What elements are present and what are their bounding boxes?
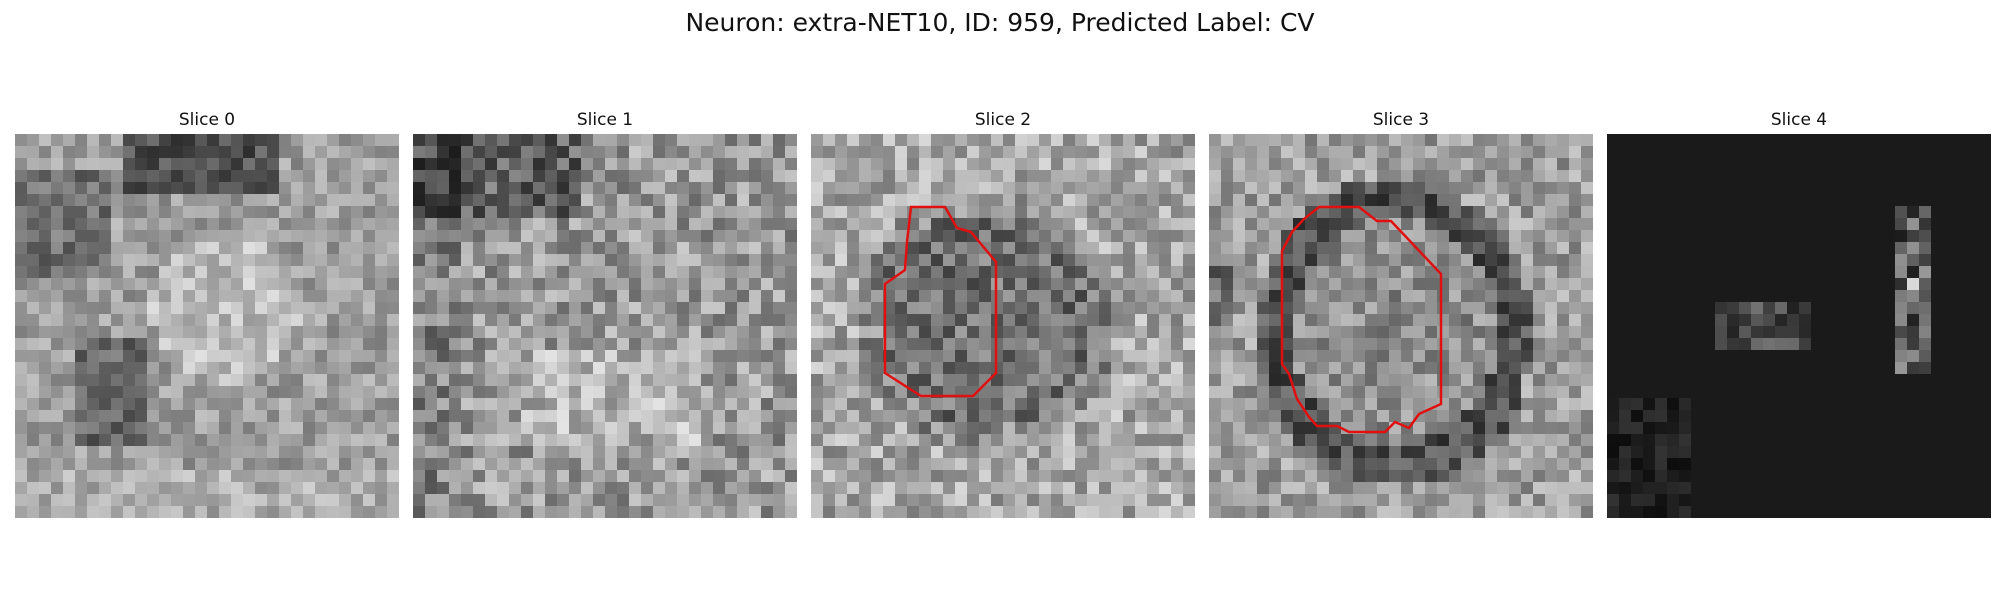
slice-image-0 (15, 134, 399, 518)
slice-image-canvas-3 (1209, 134, 1593, 518)
slice-image-1 (413, 134, 797, 518)
segmentation-contour-slice-3 (1280, 205, 1443, 434)
slice-panel-1: Slice 1 (413, 108, 797, 520)
figure-title: Neuron: extra-NET10, ID: 959, Predicted … (685, 8, 1315, 37)
slice-image-canvas-2 (811, 134, 1195, 518)
slice-image-2 (811, 134, 1195, 518)
slice-title-2: Slice 2 (974, 110, 1032, 130)
slice-image-3 (1209, 134, 1593, 518)
slice-panel-0: Slice 0 (15, 108, 399, 520)
slice-title-3: Slice 3 (1372, 110, 1430, 130)
slice-panel-3: Slice 3 (1209, 108, 1593, 520)
slice-panel-2: Slice 2 (811, 108, 1195, 520)
slice-title-0: Slice 0 (178, 110, 236, 130)
slice-title-4: Slice 4 (1770, 110, 1828, 130)
slice-panel-4: Slice 4 (1607, 108, 1991, 520)
slice-image-canvas-4 (1607, 134, 1991, 518)
slice-image-canvas-0 (15, 134, 399, 518)
slice-image-canvas-1 (413, 134, 797, 518)
slice-title-1: Slice 1 (576, 110, 634, 130)
segmentation-contour-slice-2 (883, 205, 998, 398)
slice-image-4 (1607, 134, 1991, 518)
